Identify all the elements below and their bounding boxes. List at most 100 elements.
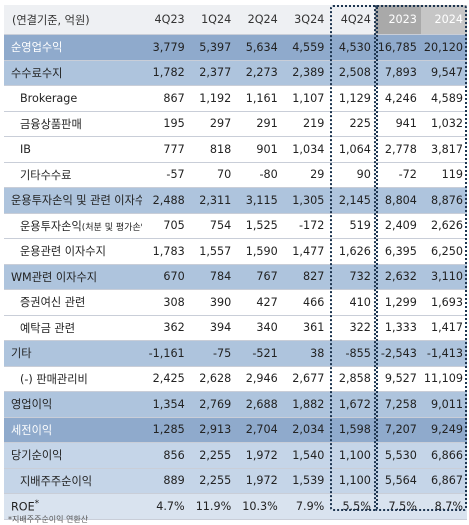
value-cell: 2,769	[188, 391, 236, 418]
value-cell: 2,858	[328, 366, 375, 392]
value-cell: 390	[188, 289, 236, 316]
value-cell: 297	[188, 111, 236, 137]
value-cell: 1,525	[235, 213, 282, 239]
row-label: 당기순이익	[4, 442, 143, 469]
table-row: 영업이익 1,354 2,769 2,688 1,882 1,672 7,258 9,011	[4, 391, 467, 418]
row-label: 기타	[4, 340, 143, 367]
value-cell: 1,590	[235, 238, 282, 265]
value-cell: 3,817	[420, 136, 467, 163]
value-cell: 670	[142, 264, 189, 290]
value-cell: 70	[188, 162, 236, 188]
value-cell: 2,628	[188, 366, 236, 392]
footnote: *지배주주순이익 연환산	[8, 515, 89, 524]
value-cell: 3,115	[235, 187, 282, 214]
value-cell: 1,192	[188, 85, 236, 112]
table-row: 세전이익 1,285 2,913 2,704 2,034 1,598 7,207 9,249	[4, 417, 467, 443]
value-cell: 1,882	[281, 391, 329, 418]
value-cell: 9,547	[420, 60, 467, 86]
value-cell: -75	[188, 340, 236, 367]
value-cell: 9,527	[374, 366, 421, 392]
value-cell: 2,255	[188, 468, 236, 494]
value-cell: 818	[188, 136, 236, 163]
row-label: ROE*	[4, 493, 143, 520]
row-label: 기타수수료	[4, 162, 143, 188]
value-cell: 4,559	[281, 34, 329, 61]
value-cell: 2,913	[188, 417, 236, 443]
table-row: 운용투자손익 및 관련 이자수지 2,488 2,311 3,115 1,305 2,14…	[4, 187, 467, 214]
row-label: IB	[4, 136, 143, 163]
value-cell: 1,333	[374, 315, 421, 341]
value-cell: 1,477	[281, 238, 329, 265]
value-cell: 2,946	[235, 366, 282, 392]
value-cell: 2,704	[235, 417, 282, 443]
value-cell: 38	[281, 340, 329, 367]
value-cell: 1,064	[328, 136, 375, 163]
value-cell: 1,107	[281, 85, 329, 112]
value-cell: 20,120	[420, 34, 467, 61]
value-cell: 941	[374, 111, 421, 137]
table-row: 운용투자손익(처분 및 평가손익)7057541,525-1725192,409…	[4, 213, 467, 239]
value-cell: 2,425	[142, 366, 189, 392]
value-cell: 4,589	[420, 85, 467, 112]
value-cell: 1,539	[281, 468, 329, 494]
value-cell: -1,161	[142, 340, 189, 367]
value-cell: 2,255	[188, 442, 236, 469]
value-cell: 340	[235, 315, 282, 341]
value-cell: -2,543	[374, 340, 421, 367]
value-cell: 394	[188, 315, 236, 341]
value-cell: 2,377	[188, 60, 236, 86]
value-cell: 9,011	[420, 391, 467, 418]
value-cell: 754	[188, 213, 236, 239]
value-cell: 1,783	[142, 238, 189, 265]
value-cell: 1,299	[374, 289, 421, 316]
row-label: 예탁금 관련	[4, 315, 143, 341]
value-cell: 3,779	[142, 34, 189, 61]
value-cell: 9,249	[420, 417, 467, 443]
row-label: 운용관련 이자수지	[4, 238, 143, 265]
value-cell: 119	[420, 162, 467, 188]
value-cell: 1,034	[281, 136, 329, 163]
value-cell: 1,100	[328, 468, 375, 494]
value-cell: 2,389	[281, 60, 329, 86]
table-row: Brokerage 867 1,192 1,161 1,107 1,129 4,246 4,5…	[4, 85, 467, 112]
value-cell: 219	[281, 111, 329, 137]
value-cell: 2,677	[281, 366, 329, 392]
value-cell: 7.5%	[374, 493, 421, 520]
value-cell: 8.7%	[420, 493, 467, 520]
value-cell: 466	[281, 289, 329, 316]
value-cell: 5,397	[188, 34, 236, 61]
value-cell: 4,530	[328, 34, 375, 61]
value-cell: 1,129	[328, 85, 375, 112]
value-cell: 1,417	[420, 315, 467, 341]
row-label: 증권여신 관련	[4, 289, 143, 316]
table-row: 예탁금 관련 362 394 340 361 322 1,333 1,417	[4, 315, 467, 341]
value-cell: 777	[142, 136, 189, 163]
table-row: 기타수수료 -57 70 -80 29 90 -72 119	[4, 162, 467, 188]
value-cell: 1,693	[420, 289, 467, 316]
value-cell: -72	[374, 162, 421, 188]
value-cell: 2,311	[188, 187, 236, 214]
value-cell: 1,972	[235, 442, 282, 469]
value-cell: 10.3%	[235, 493, 282, 520]
table-row: (-) 판매관리비 2,425 2,628 2,946 2,677 2,858 9,527 1…	[4, 366, 467, 392]
value-cell: -172	[281, 213, 329, 239]
value-cell: 1,598	[328, 417, 375, 443]
value-cell: 1,972	[235, 468, 282, 494]
row-label: 운용투자손익(처분 및 평가손익)	[4, 213, 143, 239]
table-row: 금융상품판매 195 297 291 219 225 941 1,032	[4, 111, 467, 137]
value-cell: 519	[328, 213, 375, 239]
value-cell: 2,145	[328, 187, 375, 214]
value-cell: 732	[328, 264, 375, 290]
table-row: 운용관련 이자수지 1,783 1,557 1,590 1,477 1,626 6,395 6…	[4, 238, 467, 265]
value-cell: 225	[328, 111, 375, 137]
value-cell: 410	[328, 289, 375, 316]
table-row: 지배주주순이익 889 2,255 1,972 1,539 1,100 5,564 6,867	[4, 468, 467, 494]
table-row: 당기순이익 856 2,255 1,972 1,540 1,100 5,530 6,866	[4, 442, 467, 469]
value-cell: 4,246	[374, 85, 421, 112]
value-cell: 2,273	[235, 60, 282, 86]
value-cell: 856	[142, 442, 189, 469]
value-cell: 2,778	[374, 136, 421, 163]
value-cell: 2,632	[374, 264, 421, 290]
value-cell: 291	[235, 111, 282, 137]
value-cell: 767	[235, 264, 282, 290]
